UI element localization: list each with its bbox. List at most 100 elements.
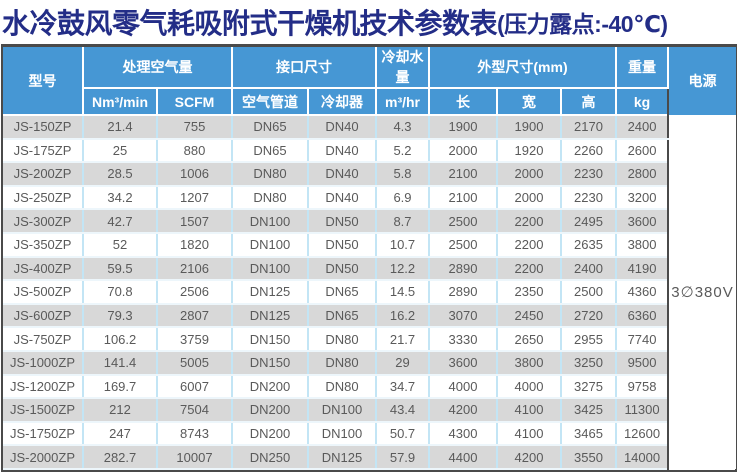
value-cell: 2500 bbox=[429, 232, 498, 258]
value-cell: 2400 bbox=[561, 256, 618, 282]
col-header-weight-group: 重量 bbox=[616, 47, 670, 89]
model-cell: JS-200ZP bbox=[3, 162, 84, 187]
value-cell: 2000 bbox=[497, 162, 562, 187]
value-cell: DN80 bbox=[308, 350, 377, 376]
value-cell: 70.8 bbox=[83, 280, 158, 305]
value-cell: 3550 bbox=[561, 445, 618, 470]
table-row: JS-750ZP 106.2 3759 DN150 DN80 21.7 3330 2650 29… bbox=[3, 327, 736, 352]
value-cell: 11300 bbox=[616, 398, 669, 423]
table-header: 型号 处理空气量 接口尺寸 冷却水量 外型尺寸(mm) 重量 电源 Nm³/mi… bbox=[3, 47, 737, 116]
col-header-m3hr: m³/hr bbox=[376, 88, 430, 116]
value-cell: 4300 bbox=[429, 421, 498, 447]
value-cell: 4100 bbox=[497, 398, 562, 423]
value-cell: 755 bbox=[157, 115, 233, 140]
value-cell: 1900 bbox=[429, 115, 498, 140]
value-cell: DN200 bbox=[232, 421, 309, 447]
value-cell: 43.4 bbox=[376, 398, 430, 423]
col-header-power: 电源 bbox=[667, 47, 737, 115]
value-cell: 34.7 bbox=[376, 374, 430, 400]
value-cell: DN50 bbox=[308, 256, 377, 282]
value-cell: DN100 bbox=[232, 209, 309, 234]
value-cell: 4200 bbox=[429, 398, 498, 423]
value-cell: 21.4 bbox=[83, 115, 158, 140]
col-header-dimensions-group: 外型尺寸(mm) bbox=[429, 47, 618, 89]
value-cell: 169.7 bbox=[83, 374, 158, 400]
value-cell: DN150 bbox=[232, 327, 309, 352]
value-cell: 21.7 bbox=[376, 327, 430, 352]
value-cell: 2000 bbox=[497, 185, 562, 211]
value-cell: 3465 bbox=[561, 421, 618, 447]
value-cell: 2650 bbox=[497, 327, 562, 352]
header-row-units: Nm³/min SCFM 空气管道 冷却器 m³/hr 长 宽 高 kg bbox=[3, 88, 736, 116]
value-cell: 9500 bbox=[616, 350, 669, 376]
value-cell: 212 bbox=[83, 398, 158, 423]
value-cell: 2600 bbox=[616, 138, 669, 164]
value-cell: DN80 bbox=[308, 374, 377, 400]
value-cell: DN200 bbox=[232, 398, 309, 423]
model-cell: JS-350ZP bbox=[3, 232, 84, 258]
value-cell: 4400 bbox=[429, 445, 498, 470]
value-cell: DN80 bbox=[308, 327, 377, 352]
value-cell: 4360 bbox=[616, 280, 669, 305]
value-cell: 3600 bbox=[616, 209, 669, 234]
table-row: JS-400ZP 59.5 2106 DN100 DN50 12.2 2890 2200 240… bbox=[3, 256, 736, 282]
value-cell: 1820 bbox=[157, 232, 233, 258]
value-cell: 6360 bbox=[616, 303, 669, 329]
value-cell: DN40 bbox=[308, 115, 377, 140]
col-header-air-volume-group: 处理空气量 bbox=[83, 47, 233, 89]
value-cell: 79.3 bbox=[83, 303, 158, 329]
spec-table: 型号 处理空气量 接口尺寸 冷却水量 外型尺寸(mm) 重量 电源 Nm³/mi… bbox=[3, 47, 737, 470]
model-cell: JS-250ZP bbox=[3, 185, 84, 211]
table-row: JS-2000ZP 282.7 10007 DN250 DN125 57.9 4400 420… bbox=[3, 445, 736, 470]
model-cell: JS-1750ZP bbox=[3, 421, 84, 447]
value-cell: 28.5 bbox=[83, 162, 158, 187]
power-value-cell: 3∅380V bbox=[667, 115, 737, 469]
value-cell: 3070 bbox=[429, 303, 498, 329]
value-cell: DN40 bbox=[308, 162, 377, 187]
model-cell: JS-150ZP bbox=[3, 115, 84, 140]
value-cell: DN50 bbox=[308, 232, 377, 258]
value-cell: 10007 bbox=[157, 445, 233, 470]
value-cell: DN65 bbox=[308, 303, 377, 329]
col-header-length: 长 bbox=[429, 88, 498, 116]
value-cell: DN150 bbox=[232, 350, 309, 376]
value-cell: 2450 bbox=[497, 303, 562, 329]
value-cell: 2400 bbox=[616, 115, 669, 140]
value-cell: 2635 bbox=[561, 232, 618, 258]
col-header-kg: kg bbox=[616, 88, 669, 116]
value-cell: 14000 bbox=[616, 445, 669, 470]
value-cell: 282.7 bbox=[83, 445, 158, 470]
value-cell: 1207 bbox=[157, 185, 233, 211]
value-cell: 1507 bbox=[157, 209, 233, 234]
value-cell: 2200 bbox=[497, 232, 562, 258]
value-cell: DN40 bbox=[308, 138, 377, 164]
header-row-groups: 型号 处理空气量 接口尺寸 冷却水量 外型尺寸(mm) 重量 电源 bbox=[3, 47, 737, 116]
col-header-cooling-water-group: 冷却水量 bbox=[376, 47, 430, 89]
value-cell: 25 bbox=[83, 138, 158, 164]
value-cell: 4.3 bbox=[376, 115, 430, 140]
value-cell: 3330 bbox=[429, 327, 498, 352]
value-cell: DN40 bbox=[308, 185, 377, 211]
value-cell: DN65 bbox=[232, 138, 309, 164]
value-cell: 1920 bbox=[497, 138, 562, 164]
value-cell: DN125 bbox=[232, 280, 309, 305]
value-cell: 7740 bbox=[616, 327, 669, 352]
value-cell: DN100 bbox=[308, 421, 377, 447]
value-cell: 2720 bbox=[561, 303, 618, 329]
table-row: JS-350ZP 52 1820 DN100 DN50 10.7 2500 2200 2635 3… bbox=[3, 232, 736, 258]
table-row: JS-175ZP 25 880 DN65 DN40 5.2 2000 1920 2260 2600 bbox=[3, 138, 736, 164]
value-cell: 1006 bbox=[157, 162, 233, 187]
value-cell: 3759 bbox=[157, 327, 233, 352]
value-cell: DN100 bbox=[232, 256, 309, 282]
model-cell: JS-2000ZP bbox=[3, 445, 84, 470]
value-cell: 2955 bbox=[561, 327, 618, 352]
value-cell: 34.2 bbox=[83, 185, 158, 211]
value-cell: 2495 bbox=[561, 209, 618, 234]
col-header-model: 型号 bbox=[3, 47, 84, 116]
value-cell: 2230 bbox=[561, 162, 618, 187]
value-cell: DN80 bbox=[232, 162, 309, 187]
value-cell: 2500 bbox=[561, 280, 618, 305]
value-cell: 4000 bbox=[497, 374, 562, 400]
value-cell: 2350 bbox=[497, 280, 562, 305]
value-cell: DN200 bbox=[232, 374, 309, 400]
